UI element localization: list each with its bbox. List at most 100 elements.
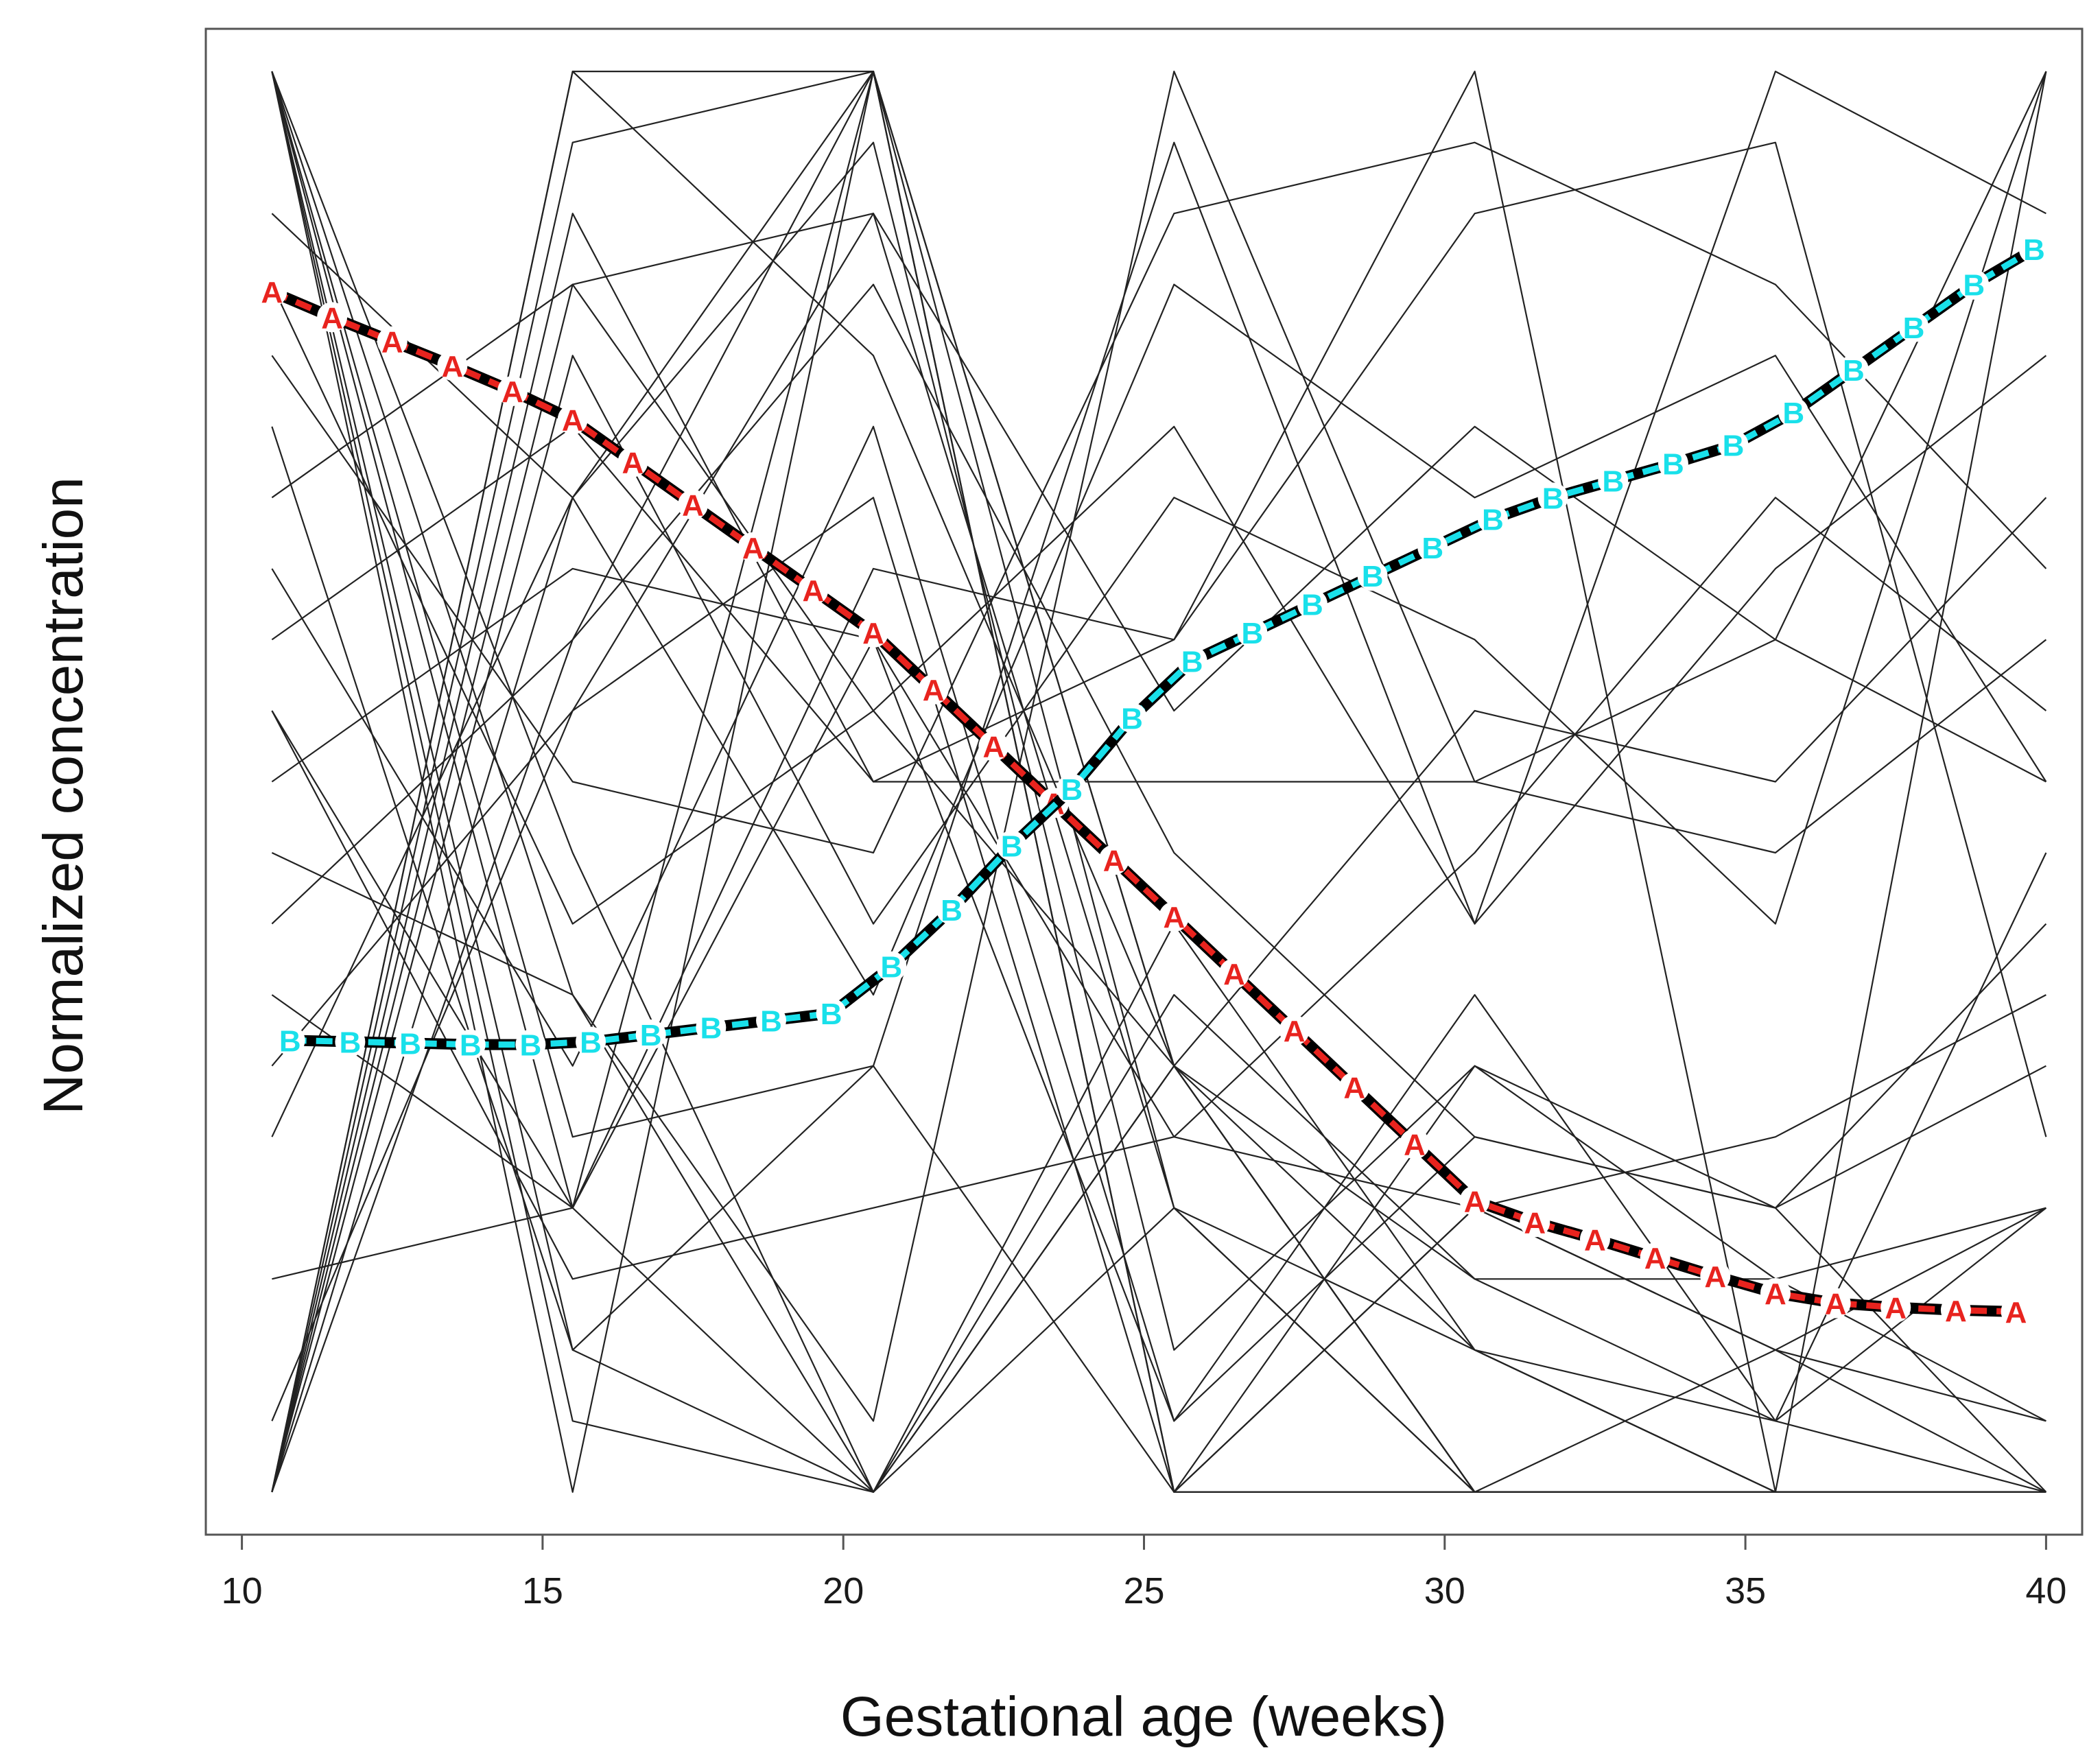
- series-A-point-halo: [1098, 845, 1129, 875]
- series-A-point: A: [1098, 844, 1129, 877]
- background-line-12: [271, 71, 2047, 1493]
- x-tick-label-15: 15: [522, 1570, 563, 1612]
- series-A-point-halo: [678, 489, 709, 520]
- series-A-point: A: [1820, 1287, 1851, 1321]
- x-tick-label-40: 40: [2025, 1570, 2066, 1612]
- series-B-point: B: [2018, 233, 2049, 267]
- series-B-point-label: B: [1121, 702, 1143, 735]
- series-A-point-label: A: [1464, 1185, 1486, 1218]
- series-A-point-halo: [497, 376, 528, 407]
- series-B-point-halo: [816, 998, 847, 1029]
- series-B-point-halo: [696, 1012, 727, 1043]
- series-A-point-halo: [1459, 1185, 1490, 1216]
- series-B-point: B: [1718, 429, 1749, 463]
- series-A-point-halo: [1579, 1224, 1610, 1255]
- series-B-point-halo: [1177, 646, 1207, 676]
- series-B-point: B: [756, 1004, 787, 1038]
- series-A-point-halo: [1760, 1277, 1791, 1308]
- series-B-point: B: [1116, 702, 1147, 735]
- series-B-point: B: [1657, 448, 1688, 482]
- series-A-point: A: [1279, 1015, 1310, 1048]
- series-A-point-halo: [1159, 901, 1190, 932]
- series-A-point: A: [1159, 901, 1190, 934]
- series-B-point: B: [274, 1024, 305, 1058]
- series-A-point-label: A: [502, 375, 523, 409]
- series-B-point-label: B: [1602, 465, 1624, 499]
- background-line-32: [271, 497, 2047, 1280]
- series-B-point-halo: [1598, 465, 1629, 496]
- series-B-point-halo: [2018, 233, 2049, 264]
- series-A-point-halo: [798, 574, 829, 605]
- series-A-point: A: [978, 731, 1009, 764]
- series-A-point-label: A: [1825, 1287, 1847, 1321]
- series-A-point-halo: [738, 532, 768, 563]
- series-B-point: B: [1417, 532, 1448, 565]
- y-axis-title: Normalized concentration: [32, 477, 95, 1115]
- series-A-point: A: [1520, 1206, 1550, 1240]
- series-A-point-label: A: [622, 447, 644, 480]
- series-B-point-label: B: [279, 1024, 301, 1058]
- background-line-26: [271, 425, 2047, 1422]
- series-A-point: A: [918, 674, 949, 707]
- series-A-point-label: A: [261, 276, 283, 309]
- series-B-point-label: B: [640, 1019, 662, 1052]
- series-B-point: B: [1477, 503, 1508, 536]
- series-A-point: A: [1940, 1295, 1971, 1328]
- x-axis: 10 15 20 25 30 35 40: [222, 1535, 2066, 1612]
- series-A-point-label: A: [1704, 1260, 1726, 1294]
- series-A-point-label: A: [682, 489, 704, 523]
- series-A-point-halo: [1940, 1295, 1971, 1325]
- series-B-point-halo: [1838, 354, 1869, 385]
- series-B-point: B: [1177, 645, 1207, 678]
- series-A-point-halo: [1279, 1015, 1310, 1046]
- series-A-point-label: A: [321, 301, 343, 335]
- x-tick-label-30: 30: [1424, 1570, 1465, 1612]
- series-B-point-label: B: [1241, 617, 1263, 650]
- background-line-30: [271, 141, 2047, 854]
- series-A-point-halo: [257, 276, 287, 307]
- series-B-point-halo: [1297, 589, 1328, 619]
- series-A-point-label: A: [862, 617, 884, 650]
- series-A-point-halo: [978, 731, 1009, 762]
- series-B-point-halo: [876, 951, 907, 982]
- series-B-point-halo: [1657, 448, 1688, 479]
- series-B-point: B: [1237, 617, 1268, 650]
- series-B-point-halo: [756, 1005, 787, 1036]
- series-A-point: A: [1399, 1129, 1430, 1162]
- series-A-point-label: A: [1945, 1295, 1967, 1328]
- series-A-point: A: [497, 375, 528, 409]
- series-A-point-label: A: [562, 403, 584, 437]
- series-B-point-halo: [1898, 311, 1929, 342]
- background-line-20: [271, 283, 2047, 925]
- series-A-point: A: [738, 532, 768, 565]
- series-B-point-label: B: [1662, 448, 1684, 482]
- series-B-point-halo: [1718, 429, 1749, 460]
- series-B-point-label: B: [821, 997, 842, 1031]
- series-A-point-halo: [1700, 1261, 1731, 1292]
- series-B-point: B: [515, 1029, 546, 1063]
- series-B-point-label: B: [1482, 503, 1504, 536]
- series-A-point: A: [617, 447, 648, 480]
- series-A-point-label: A: [923, 674, 945, 707]
- x-tick-label-20: 20: [823, 1570, 864, 1612]
- series-B-point-label: B: [1181, 645, 1203, 678]
- series-B-point: B: [1838, 354, 1869, 388]
- series-B-point-label: B: [880, 951, 902, 984]
- series-A-point-halo: [557, 404, 588, 435]
- series-B-point: B: [1598, 465, 1629, 499]
- series-B-point-halo: [455, 1029, 486, 1060]
- series-A-point: A: [1700, 1260, 1731, 1294]
- series-B-point-halo: [635, 1019, 666, 1050]
- series-B-point: B: [1778, 397, 1809, 430]
- series-A-point-label: A: [742, 532, 764, 565]
- series-B-point-label: B: [1362, 560, 1384, 593]
- series-A-point: A: [1459, 1185, 1490, 1218]
- series-B-point: B: [816, 997, 847, 1031]
- series-A-point-label: A: [1644, 1242, 1666, 1275]
- series-A-point: A: [858, 617, 889, 650]
- series-A-point-label: A: [1584, 1223, 1606, 1257]
- background-trajectories: [271, 70, 2047, 1493]
